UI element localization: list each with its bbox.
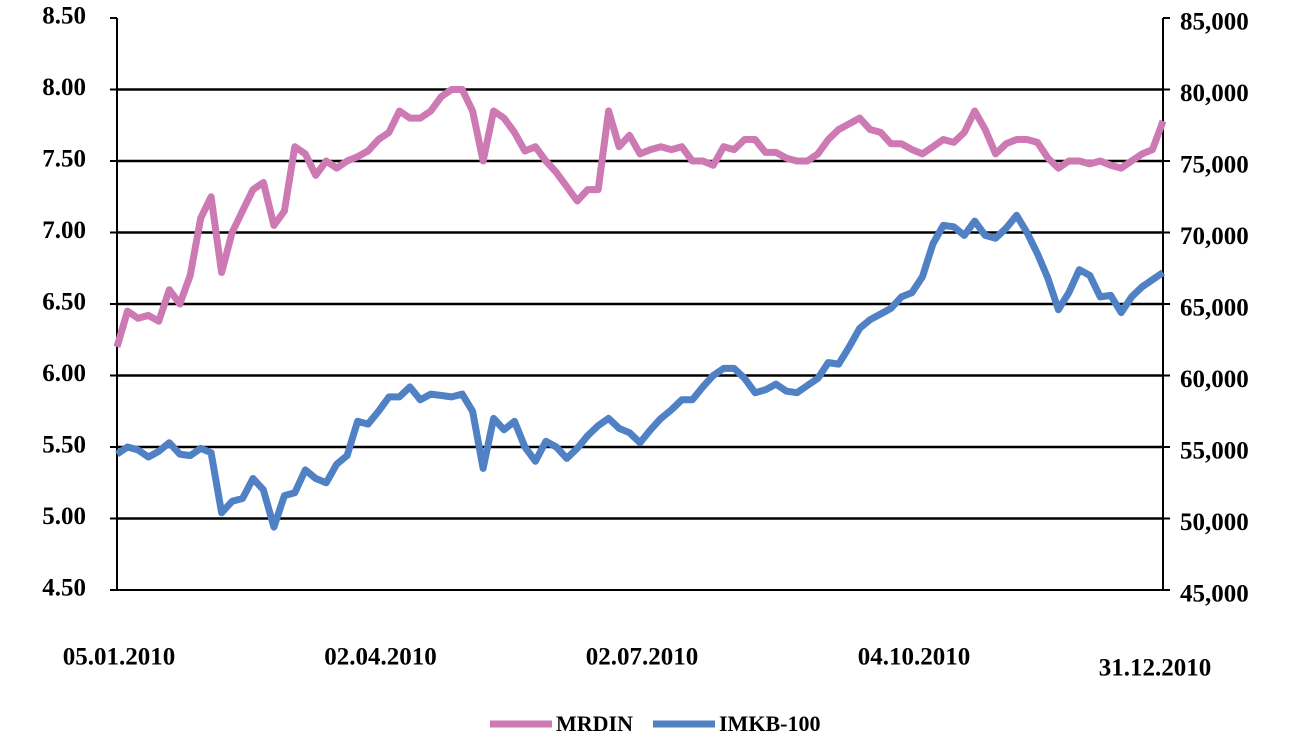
y-tick-label: 8.50 (42, 3, 86, 30)
y2-tick-label: 75,000 (1180, 152, 1249, 179)
x-tick-label: 02.04.2010 (324, 644, 437, 671)
x-tick-label: 05.01.2010 (63, 644, 176, 671)
y-tick-label: 6.50 (42, 289, 86, 316)
y2-tick-label: 50,000 (1180, 509, 1249, 536)
y2-tick-label: 85,000 (1180, 9, 1249, 36)
y-tick-label: 8.00 (42, 74, 86, 101)
legend-label: MRDIN (556, 711, 633, 736)
y-tick-label: 7.50 (42, 146, 86, 173)
series-line (113, 86, 1167, 348)
x-tick-label: 04.10.2010 (858, 644, 971, 671)
series-line (115, 211, 1165, 531)
y-tick-label: 6.00 (42, 360, 86, 387)
y2-tick-label: 45,000 (1180, 581, 1249, 608)
legend-label: IMKB-100 (719, 711, 820, 736)
y2-tick-label: 70,000 (1180, 223, 1249, 250)
y-tick-label: 4.50 (42, 575, 86, 602)
y-tick-label: 7.00 (42, 217, 86, 244)
y-tick-label: 5.50 (42, 432, 86, 459)
y2-tick-label: 80,000 (1180, 80, 1249, 107)
legend: MRDIN IMKB-100 (490, 711, 820, 736)
y2-tick-label: 60,000 (1180, 366, 1249, 393)
x-tick-label: 31.12.2010 (1099, 655, 1212, 682)
y-tick-label: 5.00 (42, 503, 86, 530)
x-tick-label: 02.07.2010 (586, 644, 699, 671)
y2-tick-label: 55,000 (1180, 438, 1249, 465)
y2-tick-label: 65,000 (1180, 295, 1249, 322)
